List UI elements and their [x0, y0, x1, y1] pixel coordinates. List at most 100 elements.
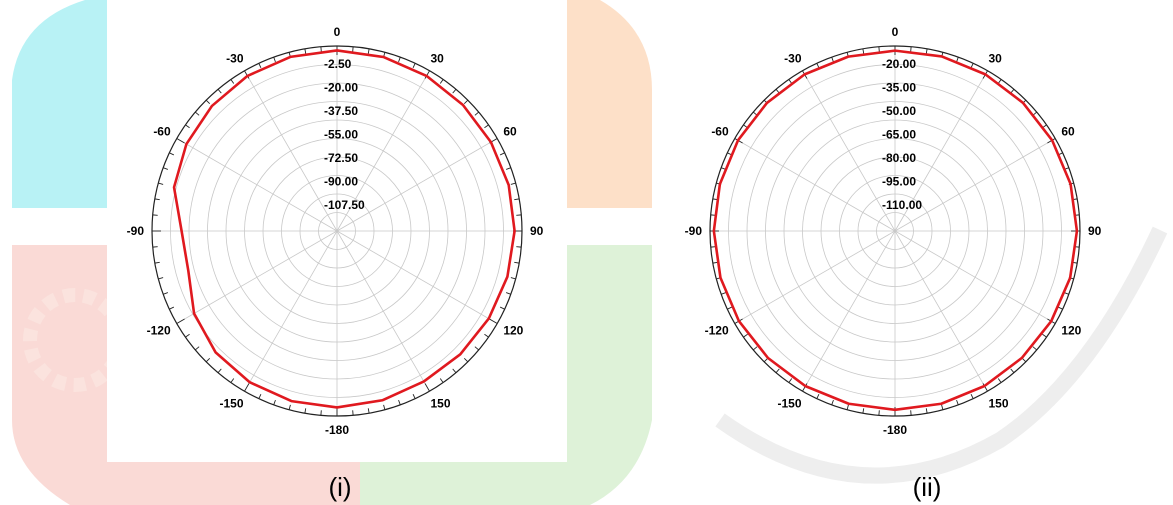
grid-spoke	[176, 138, 338, 232]
angle-tick	[288, 404, 291, 410]
angle-tick	[831, 57, 834, 63]
data-point	[894, 409, 896, 411]
data-point	[383, 56, 385, 58]
grid-spoke	[336, 138, 498, 232]
data-point	[738, 320, 740, 322]
angle-tick-label: 90	[530, 224, 544, 238]
radial-tick-label: -110.00	[882, 198, 922, 212]
angle-tick	[194, 346, 200, 351]
data-point	[185, 143, 187, 145]
angle-tick	[956, 57, 959, 63]
angle-tick	[398, 57, 401, 63]
angle-tick-label: -30	[784, 52, 802, 66]
angle-tick-label: 0	[334, 25, 341, 39]
data-point	[425, 75, 428, 77]
radial-tick-label: -37.50	[324, 104, 358, 118]
data-point	[848, 403, 850, 405]
grid-spoke	[336, 70, 430, 232]
angle-tick	[244, 70, 250, 79]
angle-tick-label: 120	[1061, 324, 1081, 338]
angle-tick	[205, 357, 211, 363]
angle-tick	[743, 333, 748, 338]
angle-tick	[775, 368, 780, 374]
angle-tick	[185, 333, 190, 338]
angle-tick	[831, 399, 834, 405]
data-point	[1069, 277, 1071, 279]
angle-tick	[510, 182, 516, 185]
angle-tick	[367, 408, 370, 414]
data-point	[459, 353, 461, 355]
angle-tick	[997, 378, 1002, 383]
angle-tick	[230, 79, 235, 84]
angle-tick	[970, 63, 974, 69]
angle-tick-label: 120	[503, 324, 523, 338]
angle-tick	[217, 88, 222, 94]
angle-tick	[412, 63, 416, 69]
angle-tick-label: 90	[1088, 224, 1102, 238]
angle-tick-label: -180	[325, 423, 349, 437]
angle-tick	[439, 378, 444, 383]
angle-tick	[169, 152, 175, 156]
angle-tick	[217, 368, 222, 374]
data-point	[173, 186, 175, 188]
data-point	[423, 380, 425, 383]
data-point	[215, 351, 217, 353]
angle-tick	[499, 306, 505, 310]
data-point	[506, 276, 508, 278]
angle-tick	[452, 368, 457, 374]
angle-tick	[273, 399, 276, 405]
polar-chart-ii: 0 30 60 90 120 150 -180 -150 -120 -90 -60 -30 -20.00…	[685, 25, 1102, 437]
angle-tick	[158, 182, 164, 185]
angle-tick	[474, 111, 480, 116]
grid-spoke	[244, 230, 338, 392]
angle-tick	[970, 393, 974, 399]
data-point	[181, 230, 183, 232]
angle-tick	[721, 292, 727, 295]
angle-tick	[802, 383, 808, 392]
data-point	[211, 105, 213, 107]
angle-tick	[452, 88, 457, 94]
grid-spoke	[336, 230, 498, 324]
angle-tick-label: 0	[892, 25, 899, 39]
angle-tick	[982, 383, 988, 392]
grid-spoke	[734, 138, 896, 232]
angle-tick	[712, 261, 718, 264]
angle-tick-label: 30	[431, 52, 445, 66]
angle-tick	[514, 261, 520, 264]
data-point	[488, 318, 490, 320]
angle-tick	[925, 48, 928, 54]
data-point	[336, 49, 338, 52]
angle-tick	[230, 378, 235, 383]
grid-spoke	[894, 70, 988, 232]
radial-tick-label: -50.00	[882, 104, 916, 118]
angle-tick	[1021, 357, 1027, 363]
angle-tick	[484, 333, 489, 338]
chart-panel-ii: 0 30 60 90 120 150 -180 -150 -120 -90 -60 -30 -20.00…	[665, 0, 1125, 505]
grid-spoke	[894, 138, 1056, 232]
angle-tick	[154, 261, 160, 264]
radial-tick-label: -20.00	[324, 81, 358, 95]
grid-spoke	[802, 70, 896, 232]
data-point	[1022, 102, 1024, 104]
data-point	[462, 104, 464, 106]
angle-tick-label: 60	[1061, 125, 1075, 139]
radial-tick-label: -90.00	[324, 175, 358, 189]
radial-tick-label: -80.00	[882, 151, 916, 165]
angle-tick	[424, 383, 430, 392]
data-point	[187, 270, 189, 272]
angle-tick	[205, 99, 211, 105]
angle-tick	[273, 57, 276, 63]
data-point	[490, 141, 492, 143]
angle-tick	[816, 63, 820, 69]
angle-tick	[367, 48, 370, 54]
angle-tick	[463, 357, 469, 363]
angle-tick	[846, 404, 849, 410]
radial-tick-label: -35.00	[882, 81, 916, 95]
angle-tick	[258, 63, 262, 69]
polar-chart-i: 0 30 60 90 120 150 -180 -150 -120 -90 -60 -30 -2.50 -…	[127, 25, 544, 437]
data-point	[719, 183, 721, 185]
angle-tick	[163, 292, 169, 295]
data-point	[894, 50, 896, 52]
angle-tick	[788, 378, 793, 383]
angle-tick-label: -120	[147, 324, 171, 338]
